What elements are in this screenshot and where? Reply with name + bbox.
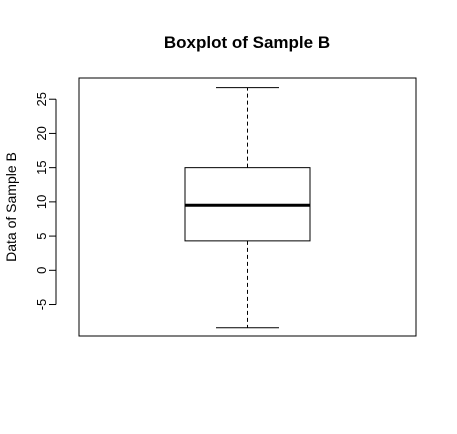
- y-tick-label: 15: [34, 160, 49, 174]
- y-tick-label: -5: [34, 299, 49, 311]
- y-tick-label: 25: [34, 92, 49, 106]
- y-axis-label: Data of Sample B: [3, 152, 19, 262]
- plot-frame: [78, 77, 417, 337]
- box-series: [184, 87, 311, 329]
- chart-title: Boxplot of Sample B: [164, 33, 330, 52]
- y-tick-label: 10: [34, 195, 49, 209]
- y-tick-label: 20: [34, 126, 49, 140]
- y-tick-label: 0: [34, 267, 49, 274]
- y-axis-ticks: -5 0 5 10 15 20 25: [34, 92, 56, 310]
- y-tick-label: 5: [34, 232, 49, 239]
